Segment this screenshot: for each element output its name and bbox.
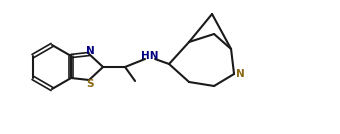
- Text: N: N: [236, 69, 244, 79]
- Text: N: N: [86, 46, 95, 56]
- Text: HN: HN: [141, 51, 159, 61]
- Text: S: S: [86, 79, 94, 89]
